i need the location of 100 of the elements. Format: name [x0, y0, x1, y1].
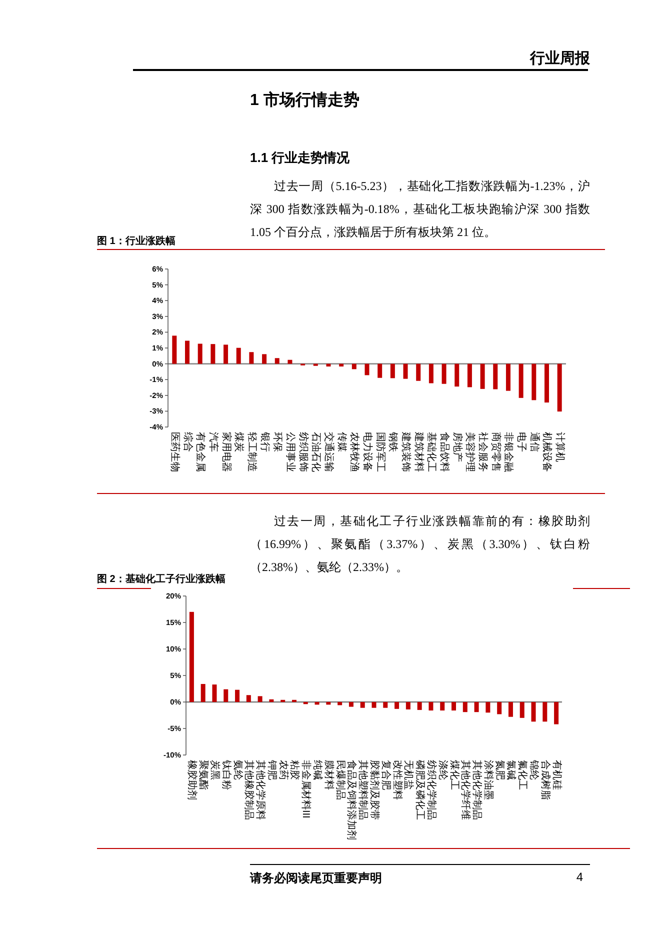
x-tick-label: 国防军工	[374, 432, 386, 472]
x-tick-label: 农林牧渔	[348, 432, 361, 472]
text: 4	[576, 870, 583, 884]
x-tick-label: 钢铁	[387, 431, 400, 452]
bar	[360, 702, 365, 708]
x-tick-label: 机械设备	[541, 432, 554, 472]
text: 1.1 行业走势情况	[250, 149, 350, 167]
x-tick-label: 综合	[182, 432, 194, 452]
bar	[288, 360, 292, 364]
bar	[403, 364, 408, 379]
x-tick-label: 钛白粉	[220, 759, 232, 790]
bar	[520, 702, 524, 718]
bar	[200, 684, 206, 702]
x-tick-label: 橡胶助剂	[186, 760, 198, 800]
bar	[416, 364, 421, 381]
x-tick-label: 粘胶	[288, 760, 301, 780]
x-tick-label: 食品饮料	[438, 432, 451, 472]
bar	[274, 358, 280, 364]
x-tick-label: 纺织化学制品	[425, 760, 438, 820]
chart-title: 图 2：基础化工子行业涨跌幅	[97, 572, 226, 586]
x-tick-label: 氨纶	[232, 760, 244, 780]
x-tick-label: 炭黑	[208, 760, 221, 780]
text: 过去一周，基础化工子行业涨跌幅靠前的有：橡胶助剂（16.99%）、聚氨酯（3.37%）、炭黑（3.30%）、钛白粉（2.38%）、氨纶（2.33%）。	[250, 513, 590, 576]
x-tick-label: 房地产	[451, 432, 464, 462]
x-tick-label: 磷肥及磷化工	[414, 759, 426, 820]
bar	[394, 702, 400, 709]
x-tick-label: 非金属材料III	[300, 760, 312, 818]
x-tick-label: 其他化学原料	[254, 760, 267, 820]
x-tick-label: 银行	[258, 431, 270, 452]
bar	[383, 702, 388, 708]
text: 过去一周（5.16-5.23），基础化工指数涨跌幅为-1.23%，沪深 300 指数涨跌幅为-0.18%，基础化工板块跑输沪深 300 指数 1.05 个百分点，涨跌幅居于所有板块第 21 位。	[250, 178, 590, 241]
x-tick-label: 煤化工	[448, 760, 460, 790]
x-tick-label: 公用事业	[284, 432, 296, 472]
x-tick-label: 医药生物	[168, 432, 181, 472]
text: 行业周报	[530, 49, 590, 68]
bar	[544, 364, 549, 403]
x-tick-label: 美容护理	[464, 432, 476, 472]
bar	[348, 702, 354, 707]
bar	[185, 340, 190, 364]
x-tick-label: 合成树脂	[539, 760, 552, 800]
bar	[417, 702, 422, 710]
bar	[474, 702, 479, 712]
bar	[493, 364, 498, 390]
x-tick-label: 轻工制造	[246, 432, 258, 472]
x-tick-label: 纯碱	[312, 760, 324, 780]
bar	[462, 702, 468, 712]
x-tick-label: 汽车	[207, 432, 220, 452]
bar	[364, 364, 370, 376]
bar	[442, 364, 446, 384]
x-tick-label: 建筑材料	[412, 431, 425, 472]
x-tick-label: 钾肥	[266, 759, 277, 780]
bar	[326, 364, 331, 366]
x-tick-label: 社会服务	[477, 432, 490, 472]
x-tick-label: 涤纶	[436, 760, 449, 780]
bar	[554, 702, 559, 724]
bar	[452, 702, 456, 710]
x-tick-label: 电子	[516, 432, 528, 452]
bar	[557, 364, 562, 412]
x-tick-label: 传媒	[336, 432, 347, 452]
bar	[338, 702, 342, 706]
bar	[258, 696, 262, 702]
bar	[497, 702, 502, 714]
x-tick-label: 改性塑料	[391, 760, 404, 800]
x-tick-label: 食品及饲料添加剂	[346, 760, 358, 840]
x-tick-label: 纺织服饰	[297, 432, 310, 472]
bar	[314, 702, 320, 705]
bar	[542, 702, 548, 722]
x-tick-label: 家用电器	[220, 432, 232, 472]
bar	[212, 684, 217, 702]
x-tick-label: 其他橡胶制品	[243, 760, 256, 820]
bar	[480, 364, 485, 389]
x-tick-label: 氟化工	[516, 760, 529, 790]
text: 1 市场行情走势	[250, 90, 360, 111]
bar	[486, 702, 490, 713]
x-tick-label: 电力设备	[362, 432, 374, 472]
bar	[390, 364, 395, 378]
x-tick-label: 计算机	[554, 432, 566, 462]
x-tick-label: 石油石化	[310, 432, 322, 472]
chart-title: 图 1：行业涨跌幅	[97, 234, 176, 248]
x-tick-label: 复合肥	[380, 760, 392, 790]
bar	[532, 364, 536, 400]
bar	[428, 702, 434, 710]
bar	[339, 364, 344, 366]
bar	[236, 348, 241, 364]
bar	[428, 364, 434, 384]
bar	[372, 702, 376, 708]
bar	[246, 695, 251, 702]
bar	[235, 690, 240, 702]
bar	[406, 702, 410, 710]
x-tick-label: 氮肥	[494, 760, 505, 780]
bar	[249, 352, 254, 364]
x-tick-label: 有机硅	[550, 760, 563, 790]
x-tick-label: 通信	[528, 432, 540, 452]
x-tick-label: 胶黏剂及胶带	[368, 760, 380, 820]
x-tick-label: 基础化工	[426, 432, 438, 472]
bar	[224, 689, 228, 702]
bar	[189, 612, 194, 702]
bar	[518, 364, 524, 398]
x-tick-label: 涂料油墨	[482, 760, 494, 800]
x-tick-label: 其他塑料制品	[357, 760, 370, 820]
